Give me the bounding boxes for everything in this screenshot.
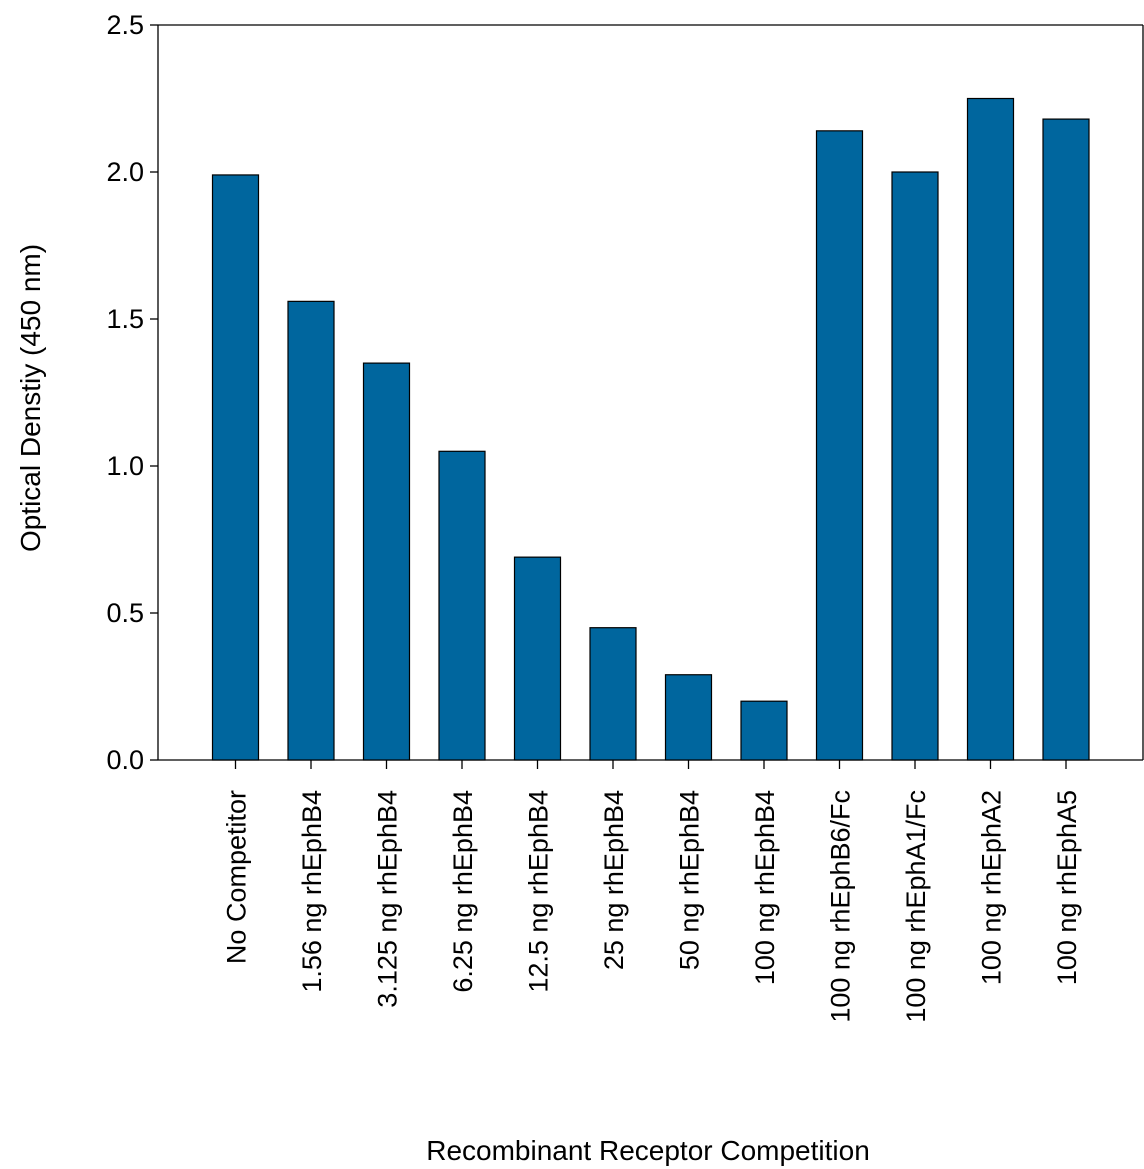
y-tick-label: 2.5 (106, 10, 144, 40)
x-category-label: 100 ng rhEphA5 (1052, 790, 1082, 985)
x-category-label: 1.56 ng rhEphB4 (297, 790, 327, 993)
bar (966, 97, 1015, 761)
y-tick-label: 1.5 (106, 304, 144, 334)
bar (513, 556, 562, 761)
x-category-label: 100 ng rhEphA2 (977, 790, 1007, 985)
y-tick-label: 2.0 (106, 157, 144, 187)
bar (287, 300, 335, 761)
x-category-label: 12.5 ng rhEphB4 (524, 790, 554, 993)
x-category-label: 3.125 ng rhEphB4 (373, 790, 403, 1008)
bar (438, 450, 486, 761)
y-axis-title: Optical Denstiy (450 nm) (15, 244, 46, 552)
x-category-label: No Competitor (222, 790, 252, 964)
bar (589, 627, 637, 761)
bar (211, 174, 260, 761)
x-axis-category-labels: No Competitor 1.56 ng rhEphB4 3.125 ng rhE… (222, 760, 1082, 1023)
bar (362, 362, 411, 761)
x-category-label: 100 ng rhEphB4 (750, 790, 780, 985)
y-tick-label: 1.0 (106, 451, 144, 481)
x-category-label: 100 ng rhEphA1/Fc (901, 790, 931, 1023)
bar (1042, 118, 1090, 761)
x-axis-title: Recombinant Receptor Competition (426, 1135, 870, 1166)
bar (740, 700, 788, 761)
y-tick-label: 0.0 (106, 745, 144, 775)
x-category-label: 6.25 ng rhEphB4 (448, 790, 478, 993)
y-tick-label: 0.5 (106, 598, 144, 628)
bar (815, 130, 864, 761)
bar (891, 171, 939, 761)
y-axis: 0.0 0.5 1.0 1.5 2.0 2.5 (106, 10, 158, 775)
bar (664, 674, 713, 761)
x-category-label: 50 ng rhEphB4 (675, 790, 705, 970)
x-category-label: 25 ng rhEphB4 (599, 790, 629, 970)
bars-group (211, 97, 1090, 761)
x-category-label: 100 ng rhEphB6/Fc (826, 790, 856, 1023)
